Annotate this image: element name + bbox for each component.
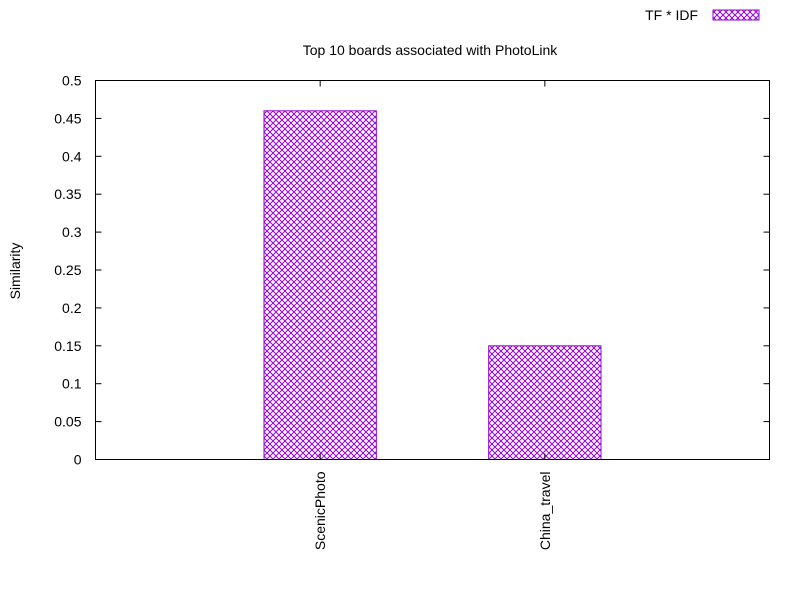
x-tick-labels-group: ScenicPhoto China_travel [312, 471, 553, 550]
y-tick-label: 0.4 [62, 148, 82, 164]
bar-scenicphoto [263, 110, 377, 460]
y-ticks-group: 0 0.05 0.1 0.15 0.2 0.25 0.3 0.35 0.4 0.45 0.5 [54, 73, 770, 468]
legend-swatch [712, 9, 760, 21]
y-tick-label: 0.05 [54, 414, 81, 430]
y-tick-label: 0.25 [54, 262, 81, 278]
x-tick-label: China_travel [537, 472, 553, 551]
chart-title: Top 10 boards associated with PhotoLink [303, 42, 558, 58]
y-tick-label: 0.2 [62, 300, 82, 316]
y-tick-label: 0.5 [62, 73, 82, 89]
plot-frame [95, 80, 770, 460]
y-tick-label: 0.45 [54, 110, 81, 126]
y-tick-label: 0.3 [62, 224, 82, 240]
y-tick-label: 0 [74, 452, 82, 468]
y-tick-label: 0.15 [54, 338, 81, 354]
y-axis-label: Similarity [7, 243, 23, 300]
legend: TF * IDF [645, 7, 760, 23]
bar-china-travel [488, 345, 602, 460]
x-tick-label: ScenicPhoto [312, 471, 328, 550]
bars-group [263, 110, 602, 460]
legend-label: TF * IDF [645, 7, 698, 23]
y-tick-label: 0.35 [54, 186, 81, 202]
y-tick-label: 0.1 [62, 376, 82, 392]
